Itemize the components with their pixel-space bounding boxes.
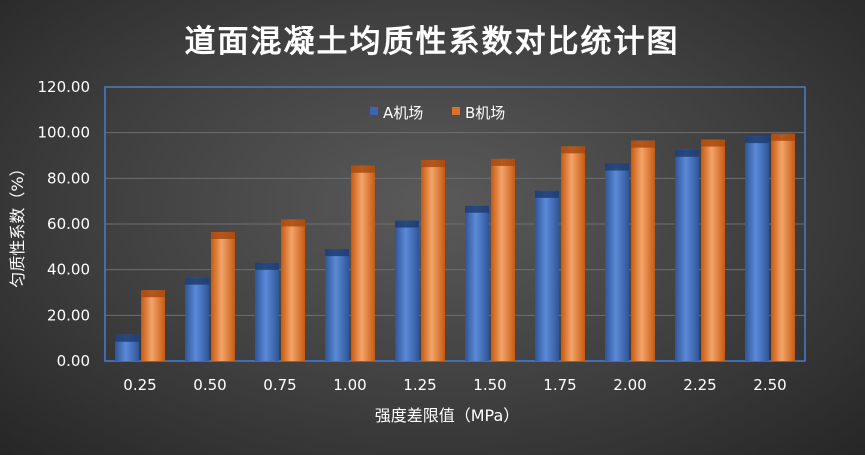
bar-a xyxy=(395,220,419,361)
bar-cap xyxy=(281,219,305,227)
bar-cap xyxy=(605,163,629,171)
bar-cap xyxy=(211,231,235,239)
bar-body xyxy=(701,139,725,361)
legend-label: A机场 xyxy=(383,104,423,122)
y-tick-label: 20.00 xyxy=(47,306,90,324)
bar-a xyxy=(115,334,139,361)
bar-b xyxy=(211,231,235,361)
bar-cap xyxy=(701,139,725,147)
x-tick-label: 2.25 xyxy=(683,376,716,394)
bar-body xyxy=(255,262,279,361)
bar-body xyxy=(185,277,209,361)
bar-b xyxy=(141,290,165,361)
bar-body xyxy=(395,220,419,361)
legend-swatch xyxy=(370,107,378,115)
bar-cap xyxy=(185,277,209,285)
bar-cap xyxy=(631,140,655,148)
y-axis-ticks: 0.00 20.00 40.00 60.00 80.00 100.00 120.00 xyxy=(38,78,91,370)
bar-cap xyxy=(351,165,375,173)
bar-b xyxy=(421,160,445,361)
bar-b xyxy=(701,139,725,361)
bar-body xyxy=(465,205,489,361)
x-tick-label: 1.75 xyxy=(543,376,576,394)
bar-a xyxy=(325,249,349,361)
bar-body xyxy=(211,231,235,361)
bar-cap xyxy=(535,190,559,198)
plot-area-border xyxy=(104,86,806,362)
bar-body xyxy=(141,290,165,361)
bar-cap xyxy=(491,158,515,166)
bar-cap xyxy=(421,160,445,168)
bar-a xyxy=(675,149,699,361)
bar-cap xyxy=(395,220,419,228)
bar-body xyxy=(675,149,699,361)
bars xyxy=(115,133,795,361)
y-tick-label: 0.00 xyxy=(57,352,90,370)
bar-cap xyxy=(115,334,139,342)
bar-a xyxy=(255,262,279,361)
bar-a xyxy=(605,163,629,361)
bar-body xyxy=(351,165,375,361)
bar-b xyxy=(561,146,585,361)
bar-b xyxy=(281,219,305,361)
chart-title: 道面混凝土均质性系数对比统计图 xyxy=(185,24,680,60)
bar-cap xyxy=(465,205,489,213)
bar-b xyxy=(771,133,795,361)
bar-cap xyxy=(325,249,349,257)
x-tick-label: 0.50 xyxy=(193,376,226,394)
y-tick-label: 100.00 xyxy=(38,124,91,142)
y-tick-label: 40.00 xyxy=(47,261,90,279)
bar-b xyxy=(631,140,655,361)
bar-b xyxy=(491,158,515,361)
bar-a xyxy=(465,205,489,361)
legend: A机场 B机场 xyxy=(370,104,505,122)
x-tick-label: 0.75 xyxy=(263,376,296,394)
y-tick-label: 120.00 xyxy=(38,78,91,96)
y-axis-label: 匀质性系数（%） xyxy=(8,160,27,287)
bar-body xyxy=(325,249,349,361)
bar-cap xyxy=(255,262,279,270)
bar-a xyxy=(745,136,769,361)
bar-cap xyxy=(561,146,585,154)
bar-body xyxy=(745,136,769,361)
bar-b xyxy=(351,165,375,361)
bar-body xyxy=(631,140,655,361)
gridlines xyxy=(105,86,805,362)
legend-swatch xyxy=(452,107,460,115)
x-axis-ticks: 0.25 0.50 0.75 1.00 1.25 1.50 1.75 2.00 2.25 2.50 xyxy=(123,376,786,394)
x-tick-label: 2.00 xyxy=(613,376,646,394)
bar-body xyxy=(491,158,515,361)
bar-a xyxy=(185,277,209,361)
bar-body xyxy=(605,163,629,361)
bar-body xyxy=(535,190,559,361)
x-tick-label: 0.25 xyxy=(123,376,156,394)
y-tick-label: 60.00 xyxy=(47,215,90,233)
bar-body xyxy=(561,146,585,361)
bar-a xyxy=(535,190,559,361)
x-tick-label: 1.25 xyxy=(403,376,436,394)
bar-cap xyxy=(141,290,165,298)
bar-cap xyxy=(675,149,699,157)
x-axis-label: 强度差限值（MPa） xyxy=(375,406,520,425)
bar-body xyxy=(771,133,795,361)
bar-cap xyxy=(745,136,769,144)
x-tick-label: 1.50 xyxy=(473,376,506,394)
x-tick-label: 1.00 xyxy=(333,376,366,394)
bar-body xyxy=(281,219,305,361)
legend-label: B机场 xyxy=(465,104,505,122)
x-tick-label: 2.50 xyxy=(753,376,786,394)
y-tick-label: 80.00 xyxy=(47,169,90,187)
bar-cap xyxy=(771,133,795,141)
bar-body xyxy=(421,160,445,361)
